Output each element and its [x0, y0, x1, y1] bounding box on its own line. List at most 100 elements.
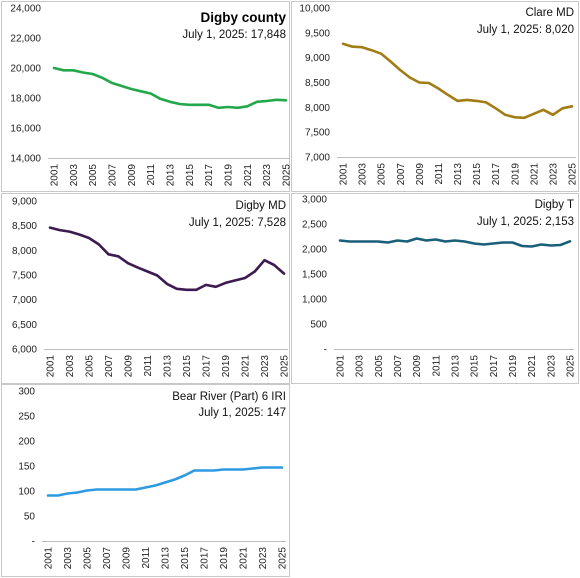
x-tick-label: 2011 — [434, 163, 445, 185]
y-tick-label: 500 — [310, 320, 327, 331]
x-tick-label: 2011 — [431, 355, 442, 377]
y-tick-label: 2,000 — [302, 245, 327, 256]
y-tick-label: 150 — [18, 462, 35, 473]
y-tick-label: 8,500 — [305, 78, 330, 89]
x-tick-label: 2009 — [415, 163, 426, 186]
panel-frame — [291, 1, 579, 192]
x-tick-label: 2009 — [127, 164, 138, 187]
y-tick-label: 6,000 — [12, 345, 37, 356]
x-tick-label: 2001 — [46, 355, 57, 378]
x-tick-label: 2021 — [529, 163, 540, 186]
x-tick-label: 2003 — [63, 547, 74, 570]
x-tick-label: 2013 — [451, 355, 462, 378]
chart-subtitle: July 1, 2025: 147 — [198, 407, 286, 419]
y-tick-label: 1,000 — [302, 295, 327, 306]
x-tick-label: 2015 — [182, 355, 193, 378]
y-tick-label: 6,500 — [12, 320, 37, 331]
chart-subtitle: July 1, 2025: 7,528 — [189, 217, 286, 229]
series-line — [48, 226, 286, 292]
y-tick-label: 9,000 — [305, 53, 330, 64]
x-tick-label: 2019 — [510, 163, 521, 186]
x-tick-label: 2005 — [377, 163, 388, 186]
x-tick-label: 2025 — [282, 164, 293, 187]
y-tick-label: 250 — [18, 412, 35, 423]
x-tick-label: 2019 — [221, 355, 232, 378]
x-tick-label: 2003 — [358, 163, 369, 186]
y-tick-label: 1,500 — [302, 270, 327, 281]
x-tick-label: 2007 — [104, 355, 115, 378]
series-line — [338, 237, 572, 248]
series-line — [52, 66, 288, 110]
y-tick-label: 14,000 — [10, 154, 41, 165]
x-tick-label: 2019 — [219, 547, 230, 570]
x-tick-label: 2011 — [146, 164, 157, 186]
x-tick-label: 2017 — [200, 547, 211, 570]
x-tick-label: 2017 — [489, 355, 500, 378]
x-tick-label: 2005 — [83, 547, 94, 570]
x-tick-label: 2005 — [85, 355, 96, 378]
panel-frame — [1, 193, 290, 384]
x-tick-label: 2007 — [108, 164, 119, 187]
chart-panel: 7,000 7,500 8,000 8,500 9,000 9,500 10,000 2001… — [291, 1, 579, 192]
y-tick-label: 7,000 — [12, 295, 37, 306]
x-tick-label: 2015 — [180, 547, 191, 570]
x-tick-label: 2021 — [243, 164, 254, 187]
x-tick-label: 2001 — [50, 164, 61, 187]
x-tick-label: 2013 — [163, 355, 174, 378]
y-tick-label: 18,000 — [10, 94, 41, 105]
y-tick-label: 200 — [18, 437, 35, 448]
chart-title: Digby T — [535, 199, 574, 211]
y-tick-label: 8,500 — [12, 221, 37, 232]
y-tick-label: 7,500 — [305, 128, 330, 139]
x-tick-label: 2023 — [546, 355, 557, 378]
x-tick-label: 2023 — [260, 355, 271, 378]
y-tick-label: 20,000 — [10, 64, 41, 75]
x-tick-label: 2005 — [374, 355, 385, 378]
y-tick-label: 9,000 — [12, 197, 37, 208]
x-tick-label: 2015 — [470, 355, 481, 378]
x-tick-label: 2005 — [88, 164, 99, 187]
y-tick-label: - — [32, 537, 35, 548]
y-tick-label: 16,000 — [10, 124, 41, 135]
x-tick-label: 2019 — [224, 164, 235, 187]
x-tick-label: 2025 — [568, 163, 579, 186]
y-tick-label: 3,000 — [302, 195, 327, 206]
x-tick-label: 2007 — [102, 547, 113, 570]
x-tick-label: 2001 — [339, 163, 350, 186]
chart-title: Digby MD — [236, 200, 286, 212]
x-tick-label: 2017 — [204, 164, 215, 187]
x-tick-label: 2013 — [161, 547, 172, 570]
series-line — [341, 42, 574, 120]
y-tick-label: 50 — [24, 512, 36, 523]
y-tick-label: 9,500 — [305, 28, 330, 39]
x-tick-label: 2003 — [65, 355, 76, 378]
x-tick-label: 2025 — [280, 355, 291, 378]
x-tick-label: 2017 — [202, 355, 213, 378]
panel-frame — [291, 193, 579, 384]
x-tick-label: 2007 — [393, 355, 404, 378]
x-tick-label: 2017 — [491, 163, 502, 186]
x-tick-label: 2013 — [166, 164, 177, 187]
chart-panel: - 50 100 150 200 250 300 2001 2003 2005 2007 2009 20… — [1, 384, 290, 577]
chart-subtitle: July 1, 2025: 17,848 — [182, 29, 286, 41]
y-tick-label: 100 — [18, 487, 35, 498]
x-tick-label: 2009 — [124, 355, 135, 378]
x-tick-label: 2003 — [355, 355, 366, 378]
x-tick-label: 2001 — [336, 355, 347, 378]
y-tick-label: 8,000 — [12, 246, 37, 257]
chart-panel: 6,000 6,500 7,000 7,500 8,000 8,500 9,000 2001 2… — [1, 193, 291, 384]
x-tick-label: 2021 — [239, 547, 250, 570]
y-tick-label: 24,000 — [10, 4, 41, 15]
y-tick-label: 2,500 — [302, 220, 327, 231]
series-line — [46, 466, 284, 497]
y-tick-label: 22,000 — [10, 34, 41, 45]
chart-title: Digby county — [200, 10, 286, 25]
x-tick-label: 2011 — [141, 547, 152, 569]
y-tick-label: 7,500 — [12, 271, 37, 282]
panel-frame — [1, 1, 290, 192]
x-tick-label: 2015 — [185, 164, 196, 187]
x-tick-label: 2021 — [527, 355, 538, 378]
chart-title: Clare MD — [525, 7, 574, 19]
x-tick-label: 2013 — [453, 163, 464, 186]
